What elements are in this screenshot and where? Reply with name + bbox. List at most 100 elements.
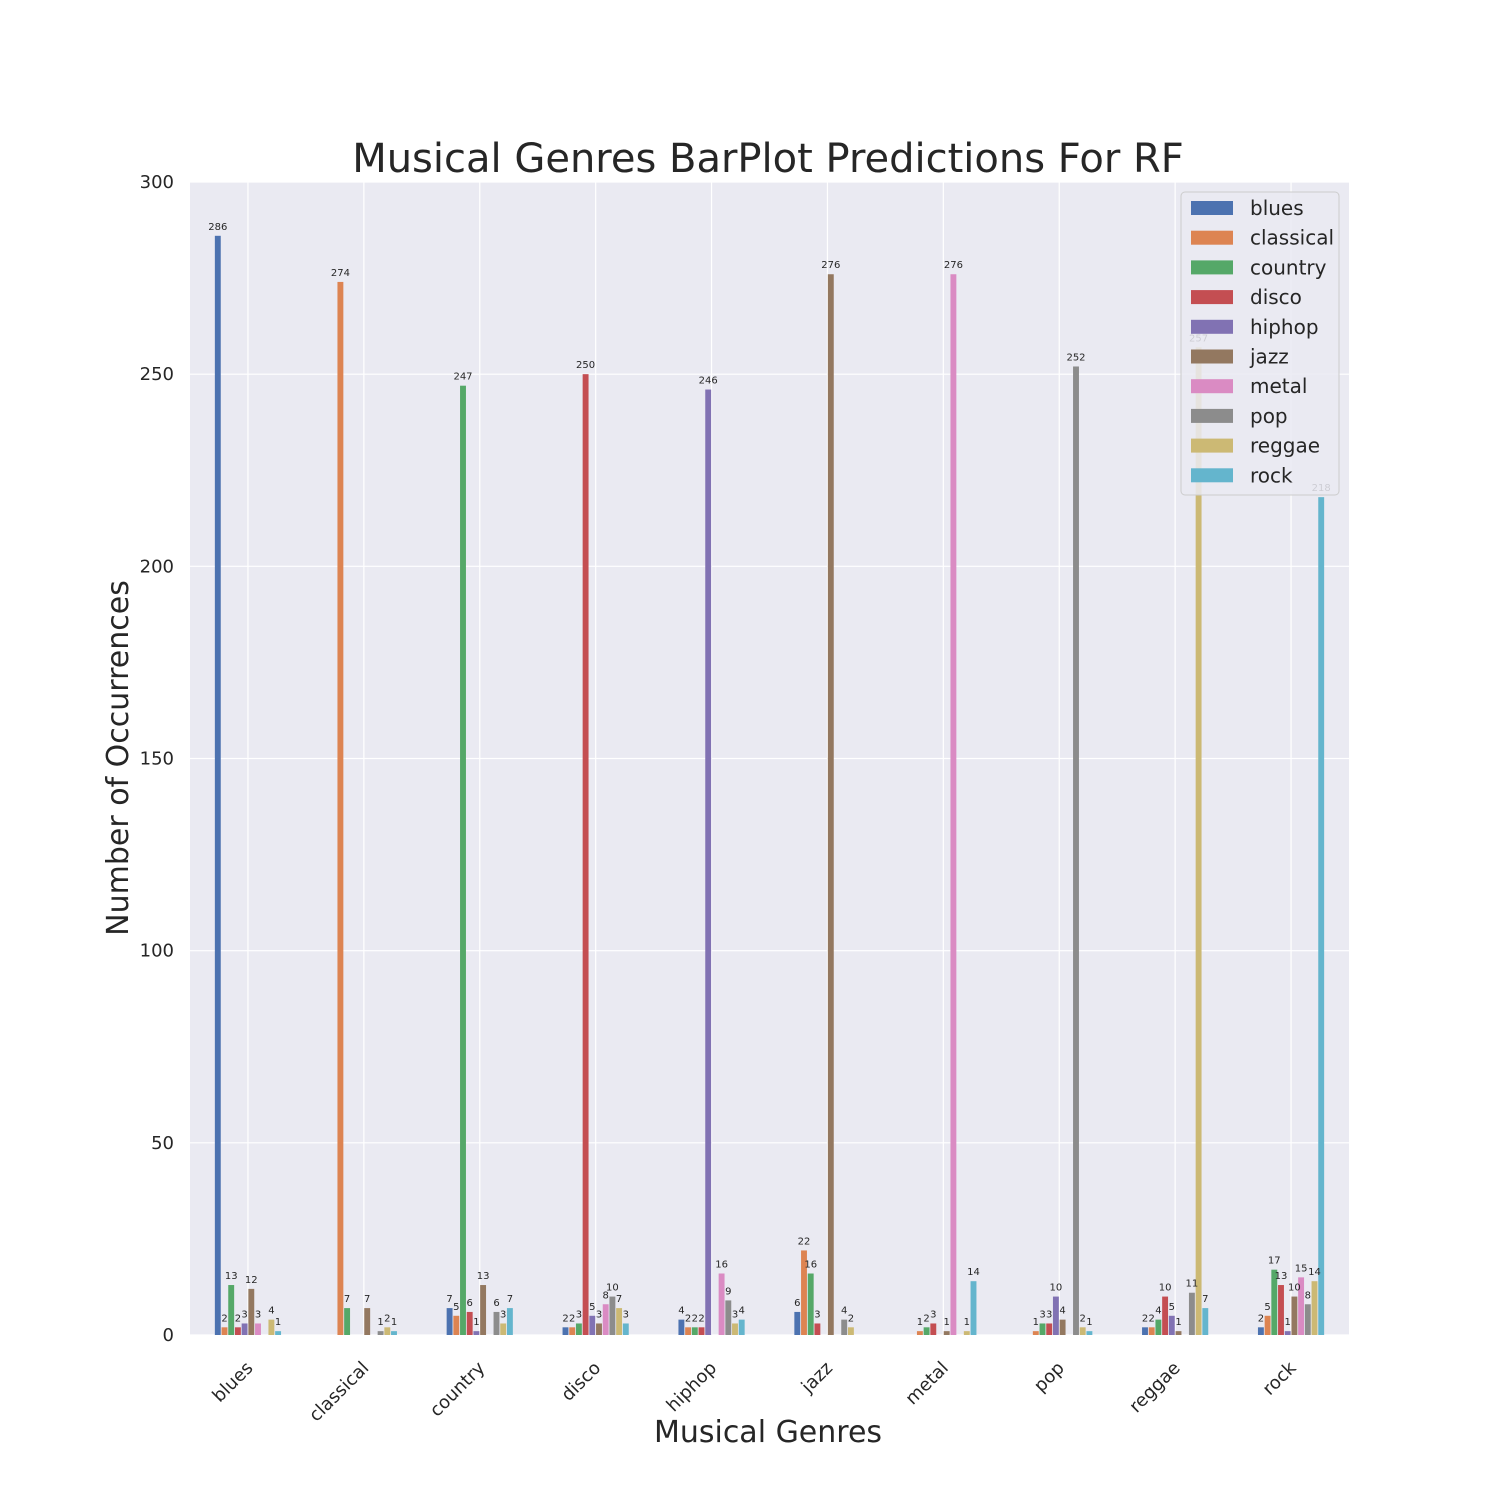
bar-value-label: 5 — [589, 1302, 595, 1313]
x-tick-label: jazz — [797, 1358, 837, 1398]
x-tick-label: pop — [1030, 1358, 1069, 1397]
bar-value-label: 10 — [1159, 1283, 1172, 1294]
bar-value-label: 1 — [1175, 1317, 1181, 1328]
bar-metal-blues — [255, 1323, 261, 1335]
bar-value-label: 2 — [923, 1313, 929, 1324]
bar-country-rock — [1271, 1269, 1278, 1335]
bar-value-label: 6 — [794, 1298, 800, 1309]
bar-value-label: 2 — [1149, 1313, 1155, 1324]
bar-value-label: 2 — [221, 1313, 227, 1324]
bar-value-label: 252 — [1066, 352, 1085, 363]
bar-blues-blues — [214, 235, 221, 1336]
legend-swatch-hiphop — [1191, 319, 1233, 334]
x-tick-label: metal — [901, 1358, 952, 1409]
bar-country-hiphop — [691, 1327, 698, 1335]
bar-classical-rock — [1264, 1315, 1271, 1335]
x-axis-label: Musical Genres — [654, 1415, 882, 1450]
y-tick-label: 200 — [140, 556, 174, 577]
legend-swatch-disco — [1191, 290, 1233, 305]
bar-value-label: 250 — [576, 360, 595, 371]
bar-disco-hiphop — [698, 1327, 705, 1335]
bar-value-label: 7 — [507, 1294, 513, 1305]
bar-value-label: 3 — [623, 1309, 629, 1320]
bar-value-label: 5 — [1264, 1302, 1270, 1313]
bar-rock-country — [506, 1308, 513, 1335]
bar-country-metal — [923, 1327, 930, 1335]
legend-label-rock: rock — [1250, 463, 1293, 487]
bar-pop-classical — [377, 1331, 384, 1335]
bar-value-label: 1 — [944, 1317, 950, 1328]
bar-value-label: 274 — [331, 268, 350, 279]
bar-value-label: 5 — [1169, 1302, 1175, 1313]
bar-value-label: 3 — [814, 1309, 820, 1320]
bar-value-label: 3 — [732, 1309, 738, 1320]
bar-value-label: 6 — [467, 1298, 473, 1309]
bar-classical-hiphop — [685, 1327, 692, 1335]
bar-disco-jazz — [814, 1323, 821, 1335]
bar-value-label: 3 — [241, 1309, 247, 1320]
legend-label-classical: classical — [1250, 226, 1334, 250]
y-tick-label: 100 — [140, 941, 174, 962]
bar-value-label: 4 — [739, 1306, 745, 1317]
legend-label-jazz: jazz — [1249, 345, 1289, 369]
bar-classical-jazz — [801, 1250, 807, 1335]
bar-jazz-blues — [248, 1288, 255, 1335]
legend-swatch-pop — [1191, 408, 1233, 423]
bar-value-label: 16 — [715, 1260, 728, 1271]
bar-jazz-rock — [1291, 1296, 1298, 1335]
bar-country-blues — [228, 1285, 235, 1335]
legend-label-metal: metal — [1250, 374, 1307, 398]
bar-country-pop — [1039, 1323, 1046, 1335]
bar-disco-metal — [930, 1323, 937, 1335]
bar-rock-metal — [970, 1281, 977, 1335]
bar-value-label: 8 — [1305, 1290, 1311, 1301]
chart-title: Musical Genres BarPlot Predictions For R… — [352, 136, 1184, 182]
bar-value-label: 1 — [473, 1317, 479, 1328]
bar-value-label: 2 — [569, 1313, 575, 1324]
bar-rock-blues — [275, 1331, 282, 1335]
bar-value-label: 7 — [616, 1294, 622, 1305]
bar-jazz-classical — [364, 1308, 371, 1335]
bar-reggae-blues — [268, 1319, 275, 1335]
bar-country-country — [460, 385, 466, 1335]
bar-value-label: 5 — [453, 1302, 459, 1313]
bar-hiphop-reggae — [1168, 1315, 1175, 1335]
bar-classical-metal — [916, 1331, 923, 1335]
y-tick-label: 250 — [140, 364, 174, 385]
bar-classical-reggae — [1148, 1327, 1155, 1335]
bar-value-label: 15 — [1295, 1263, 1308, 1274]
bar-value-label: 3 — [1039, 1309, 1045, 1320]
x-tick-label: classical — [305, 1358, 373, 1426]
bar-disco-disco — [582, 374, 589, 1336]
bar-value-label: 13 — [1275, 1271, 1288, 1282]
bar-value-label: 3 — [596, 1309, 602, 1320]
bar-value-label: 2 — [235, 1313, 241, 1324]
legend-label-pop: pop — [1250, 404, 1288, 428]
bar-value-label: 16 — [804, 1260, 817, 1271]
x-tick-label: rock — [1259, 1357, 1301, 1399]
y-tick-label: 300 — [140, 172, 174, 193]
legend-swatch-metal — [1191, 379, 1233, 394]
bar-metal-disco — [602, 1304, 609, 1335]
bar-rock-reggae — [1202, 1308, 1209, 1335]
bar-country-jazz — [807, 1273, 814, 1335]
bar-reggae-hiphop — [732, 1323, 738, 1335]
bar-value-label: 10 — [1288, 1283, 1301, 1294]
bar-value-label: 1 — [391, 1317, 397, 1328]
x-tick-label: reggae — [1125, 1358, 1184, 1417]
bar-value-label: 3 — [930, 1309, 936, 1320]
bar-rock-hiphop — [738, 1319, 745, 1335]
bar-value-label: 7 — [364, 1294, 370, 1305]
bar-jazz-disco — [596, 1323, 602, 1335]
bar-classical-blues — [221, 1327, 228, 1335]
bar-value-label: 247 — [453, 372, 472, 383]
bar-metal-hiphop — [718, 1273, 725, 1335]
x-tick-label: hiphop — [663, 1358, 721, 1416]
bar-pop-country — [493, 1311, 500, 1335]
bar-value-label: 4 — [1155, 1306, 1161, 1317]
legend-label-country: country — [1250, 255, 1327, 279]
legend-swatch-reggae — [1191, 438, 1233, 453]
x-tick-label: blues — [208, 1358, 257, 1407]
bar-value-label: 4 — [1059, 1306, 1065, 1317]
bar-value-label: 12 — [245, 1275, 258, 1286]
